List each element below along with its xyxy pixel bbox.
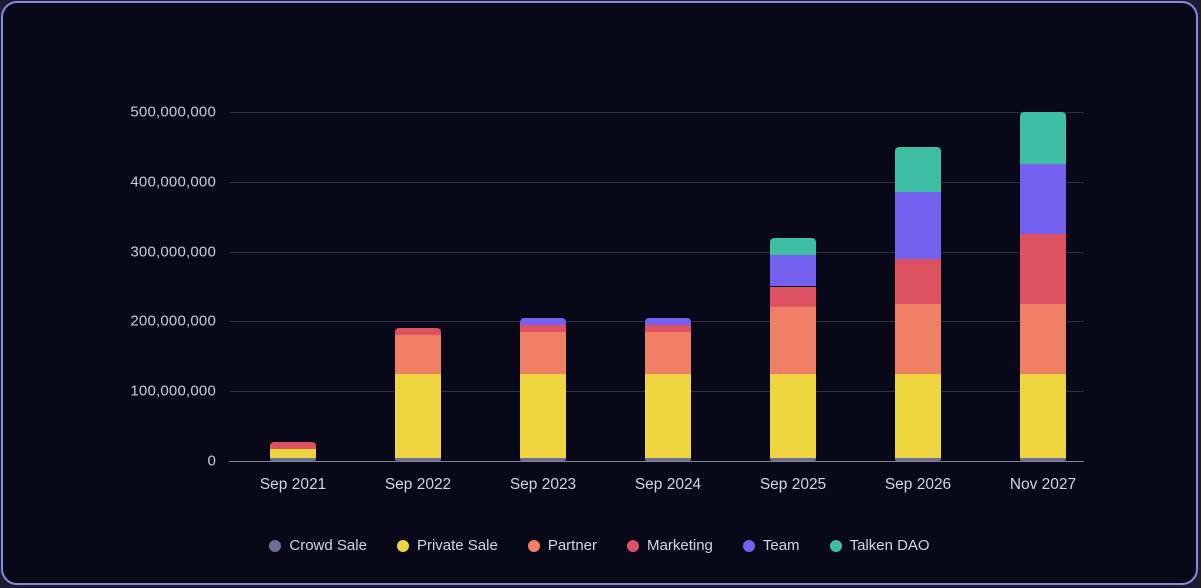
bar-segment-marketing[interactable] [395,328,441,336]
legend-label: Marketing [647,537,713,554]
legend-item-private-sale[interactable]: Private Sale [396,537,498,554]
bar-segment-team[interactable] [1020,164,1066,235]
bar-segment-crowd-sale[interactable] [1020,457,1066,461]
bar-segment-team[interactable] [520,317,566,325]
x-axis-line [229,461,1084,462]
bar-segment-private-sale[interactable] [770,373,816,458]
legend-item-crowd-sale[interactable]: Crowd Sale [269,537,367,554]
bar-segment-private-sale[interactable] [895,373,941,458]
legend-item-partner[interactable]: Partner [527,537,598,554]
bar-segment-crowd-sale[interactable] [770,457,816,461]
bar-segment-private-sale[interactable] [1020,373,1066,458]
bar-segment-team[interactable] [895,192,941,259]
bar-segment-talken-dao[interactable] [1020,112,1066,165]
legend-label: Partner [547,537,598,554]
bar-segment-private-sale[interactable] [645,373,691,458]
bar-segment-crowd-sale[interactable] [270,457,316,461]
x-axis-label: Sep 2024 [634,476,702,493]
bar-segment-private-sale[interactable] [520,373,566,458]
gridline [229,112,1084,113]
gridline [229,181,1084,183]
bar-segment-team[interactable] [770,255,816,287]
gridline [229,251,1084,253]
bar-segment-partner[interactable] [520,331,566,374]
bar-segment-crowd-sale[interactable] [395,457,441,461]
x-axis-label: Sep 2021 [259,476,327,493]
legend-label: Team [762,537,800,554]
legend-item-talken-dao[interactable]: Talken DAO [829,537,930,554]
bar-segment-partner[interactable] [895,303,941,374]
x-axis-label: Sep 2022 [384,476,452,493]
bar-segment-crowd-sale[interactable] [520,457,566,461]
bar-segment-private-sale[interactable] [270,448,316,458]
legend-marker-icon [742,539,755,552]
bar-segment-marketing[interactable] [770,286,816,308]
legend-marker-icon [527,539,540,552]
legend-marker-icon [829,539,842,552]
x-axis-label: Sep 2026 [884,476,952,493]
y-axis-tick-label: 400,000,000 [130,173,216,191]
bar-segment-talken-dao[interactable] [895,146,941,193]
token-release-stacked-bar-chart: 0 100,000,000 200,000,000 300,000,000 400,00… [3,3,1196,583]
bar-segment-partner[interactable] [1020,303,1066,374]
bar-segment-private-sale[interactable] [395,373,441,458]
legend-label: Crowd Sale [289,537,367,554]
y-axis-tick-label: 200,000,000 [130,312,216,330]
bar-segment-partner[interactable] [770,307,816,374]
bar-segment-marketing[interactable] [895,258,941,304]
legend-item-team[interactable]: Team [742,537,800,554]
y-axis-tick-label: 300,000,000 [130,243,216,261]
bar-segment-marketing[interactable] [1020,234,1066,304]
bar-segment-crowd-sale[interactable] [645,457,691,461]
x-axis-label: Sep 2023 [509,476,577,493]
y-axis-tick-label: 500,000,000 [130,103,216,121]
y-axis-tick-label: 0 [207,452,216,470]
chart-legend: Crowd Sale Private Sale Partner Marketing Te… [3,537,1196,554]
legend-marker-icon [627,539,640,552]
legend-item-marketing[interactable]: Marketing [627,537,713,554]
legend-label: Talken DAO [849,537,930,554]
bar-segment-team[interactable] [645,317,691,325]
bar-segment-marketing[interactable] [270,441,316,449]
x-axis-label: Sep 2025 [759,476,827,493]
bar-segment-marketing[interactable] [520,324,566,332]
legend-label: Private Sale [416,537,498,554]
bar-segment-marketing[interactable] [645,324,691,332]
x-axis-label: Nov 2027 [1009,476,1077,493]
bar-segment-partner[interactable] [645,331,691,374]
y-axis-tick-label: 100,000,000 [130,382,216,400]
bar-segment-talken-dao[interactable] [770,237,816,256]
legend-marker-icon [269,539,282,552]
bar-segment-partner[interactable] [395,335,441,374]
bar-segment-crowd-sale[interactable] [895,457,941,461]
legend-marker-icon [396,539,409,552]
